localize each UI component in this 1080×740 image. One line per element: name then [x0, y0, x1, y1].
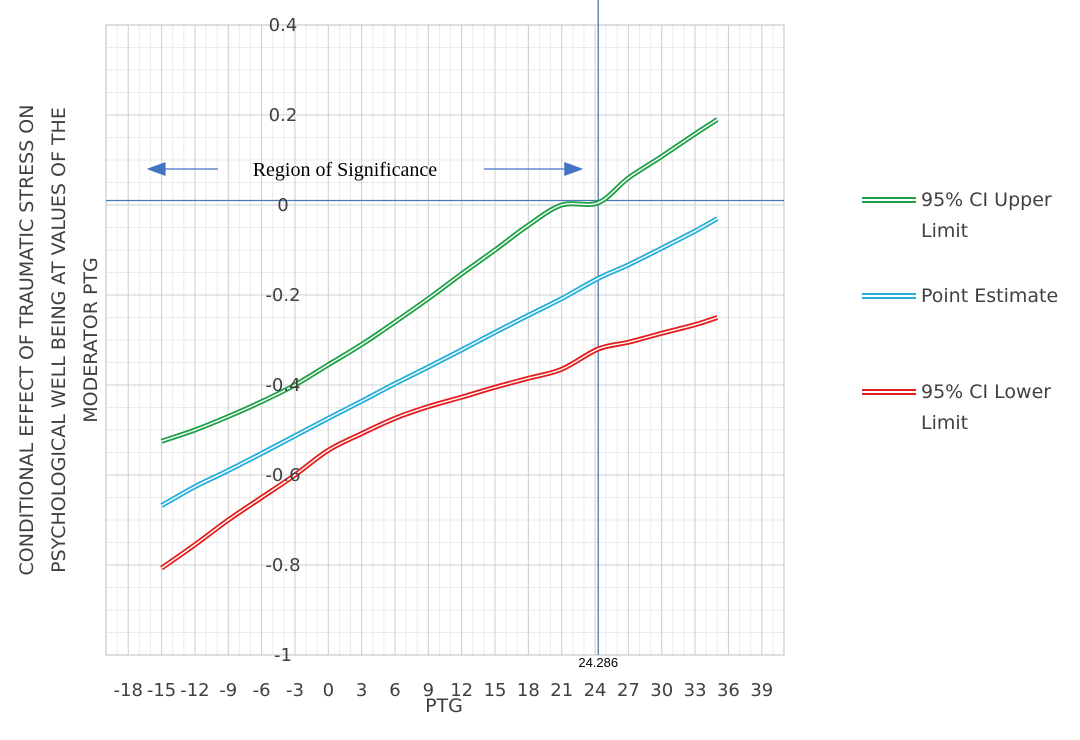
- y-axis-title-line: MODERATOR PTG: [80, 257, 102, 423]
- x-tick-label: 21: [550, 680, 573, 701]
- x-axis-title: PTG: [425, 695, 463, 717]
- crossover-value-label: 24.286: [578, 655, 618, 670]
- annotation-layer: Region of Significance 24.286: [146, 159, 618, 670]
- y-axis-title-line: CONDITIONAL EFFECT OF TRAUMATIC STRESS O…: [16, 105, 38, 576]
- region-arrow-left-head: [146, 162, 166, 176]
- x-tick-label: 33: [684, 680, 707, 701]
- y-tick-label: -0.2: [265, 285, 300, 306]
- legend: 95% CI Upper Limit Point Estimate 95% CI L…: [858, 185, 1080, 473]
- y-tick-label: -1: [274, 645, 292, 666]
- y-tick-label: 0.2: [269, 105, 298, 126]
- grid-minor: [105, 24, 785, 656]
- x-tick-label: 6: [389, 680, 400, 701]
- series-line-gap-95-ci-upper-limit: [161, 118, 718, 442]
- x-tick-label: 12: [450, 680, 473, 701]
- x-tick-label: 24: [584, 680, 607, 701]
- legend-item-point-estimate: Point Estimate: [858, 281, 1080, 377]
- legend-item-95-ci-upper-limit: 95% CI Upper Limit: [858, 185, 1080, 281]
- y-tick-label: -0.6: [265, 465, 300, 486]
- x-tick-label: 3: [356, 680, 367, 701]
- legend-label: 95% CI Lower Limit: [921, 381, 1052, 434]
- x-tick-label: 36: [717, 680, 740, 701]
- x-tick-label: -15: [147, 680, 176, 701]
- legend-swatch-point-estimate: [862, 293, 916, 299]
- x-tick-label: 0: [323, 680, 334, 701]
- series-layer: [160, 117, 719, 571]
- x-tick-label: 27: [617, 680, 640, 701]
- x-tick-labels: -18 -15 -12 -9 -6 -3 0 3 6 9 12 15 18 21 24 27 30 33 36 39: [114, 680, 774, 701]
- legend-item-95-ci-lower-limit: 95% CI Lower Limit: [858, 377, 1080, 473]
- y-axis-title-line: PSYCHOLOGICAL WELL BEING AT VALUES OF TH…: [48, 107, 70, 573]
- legend-label: 95% CI Upper Limit: [921, 189, 1052, 242]
- x-tick-label: -12: [180, 680, 209, 701]
- x-tick-label: 30: [650, 680, 673, 701]
- series-line-gap-95-ci-lower-limit: [161, 316, 718, 569]
- y-tick-label: -0.4: [265, 375, 300, 396]
- x-tick-label: -6: [253, 680, 271, 701]
- region-of-significance-label: Region of Significance: [253, 159, 438, 181]
- x-tick-label: 39: [750, 680, 773, 701]
- series-line-gap-point-estimate: [161, 217, 718, 507]
- reference-lines: [106, 0, 784, 655]
- x-tick-label: 18: [517, 680, 540, 701]
- x-tick-label: -3: [286, 680, 304, 701]
- region-arrow-right-head: [564, 162, 584, 176]
- x-tick-label: -18: [114, 680, 143, 701]
- x-tick-label: 15: [484, 680, 507, 701]
- y-tick-label: 0.4: [269, 15, 298, 36]
- y-axis-title: CONDITIONAL EFFECT OF TRAUMATIC STRESS O…: [16, 105, 102, 576]
- y-tick-label: -0.8: [265, 555, 300, 576]
- plot-area-frame: [105, 24, 785, 656]
- legend-label: Point Estimate: [921, 285, 1059, 307]
- x-tick-label: -9: [219, 680, 237, 701]
- y-tick-label: 0: [277, 195, 288, 216]
- legend-swatch-95-ci-upper-limit: [862, 197, 916, 203]
- legend-swatch-95-ci-lower-limit: [862, 389, 916, 395]
- x-tick-label: 9: [423, 680, 434, 701]
- y-tick-labels: 0.4 0.2 0 -0.2 -0.4 -0.6 -0.8 -1: [265, 15, 300, 666]
